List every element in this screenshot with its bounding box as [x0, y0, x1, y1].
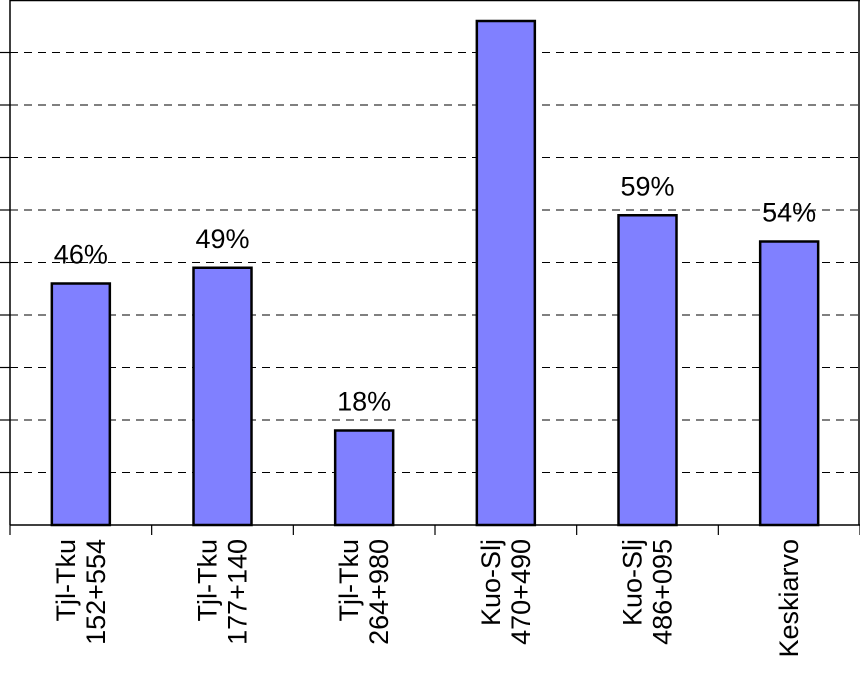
data-label: 49% [195, 224, 249, 254]
data-labels: 46% 49% 18% 59% 54% [54, 171, 816, 416]
x-tick-label-line: 486+095 [648, 539, 678, 645]
x-tick-labels: Tjl-Tku 152+554 Tjl-Tku 177+140 Tjl-Tku 264+9… [51, 539, 804, 658]
data-label: 54% [762, 198, 816, 228]
bar [475, 19, 537, 527]
x-tick-label-line: Tjl-Tku [334, 539, 364, 622]
bar [192, 266, 253, 527]
bar [617, 214, 678, 527]
x-tick-label: Kuo-Slj 470+490 [476, 539, 536, 645]
x-tick-label-line: 470+490 [506, 539, 536, 645]
x-tick-label: Tjl-Tku 177+140 [193, 539, 253, 645]
axes [0, 0, 860, 535]
x-tick-label-line: Tjl-Tku [51, 539, 81, 622]
x-tick-label: Tjl-Tku 152+554 [51, 539, 111, 645]
x-tick-label-line: Kuo-Slj [618, 539, 648, 626]
data-label: 59% [620, 171, 674, 201]
x-tick-label-line: 264+980 [364, 539, 394, 645]
gridlines [10, 52, 860, 473]
x-tick-label: Tjl-Tku 264+980 [334, 539, 394, 645]
x-tick-label-line: 177+140 [223, 539, 253, 645]
bar [50, 282, 112, 527]
data-label: 18% [337, 387, 391, 417]
x-tick-label: Keskiarvo [774, 539, 804, 658]
bar [758, 240, 820, 527]
x-tick-label-line: Kuo-Slj [476, 539, 506, 626]
data-label: 46% [54, 240, 108, 270]
x-tick-label-line: Keskiarvo [774, 539, 804, 658]
bars [50, 19, 820, 527]
x-tick-label-line: 152+554 [81, 539, 111, 645]
bar [333, 429, 395, 527]
x-tick-label: Kuo-Slj 486+095 [618, 539, 678, 645]
x-tick-label-line: Tjl-Tku [193, 539, 223, 622]
